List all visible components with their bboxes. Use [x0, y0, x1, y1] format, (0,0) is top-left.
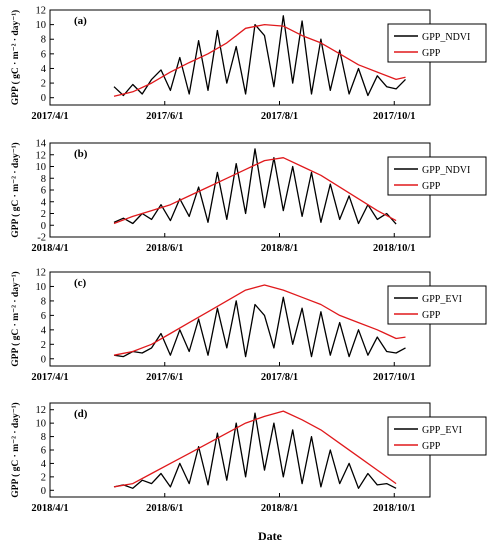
- x-tick-label: 2018/10/1: [373, 503, 416, 514]
- x-tick-label: 2018/4/1: [31, 243, 68, 254]
- x-tick-label: 2017/4/1: [31, 372, 68, 383]
- legend-box: [387, 285, 487, 325]
- legend-label: GPP: [422, 48, 441, 59]
- y-tick-label: 12: [36, 405, 47, 416]
- y-tick-label: 6: [41, 186, 46, 197]
- panel-label: (a): [74, 15, 87, 27]
- y-tick-label: 4: [41, 197, 47, 208]
- chart-panel: 0 2 4 6 8 10 12 2018/4/1 2018/6/1 2018/8/1 2018/10…: [10, 402, 487, 514]
- y-tick-label: 8: [41, 174, 46, 185]
- legend-box: [387, 156, 487, 196]
- y-tick-label: 6: [41, 446, 46, 457]
- y-tick-label: 8: [41, 35, 46, 46]
- x-tick-label: 2018/10/1: [373, 243, 416, 254]
- y-axis-title: GPP ( gC · m⁻² · day⁻¹): [10, 142, 21, 237]
- plot-frame: [49, 402, 431, 498]
- x-tick-label: 2017/8/1: [261, 372, 298, 383]
- series-line-gpp: [113, 157, 397, 225]
- y-tick-label: 4: [41, 325, 47, 336]
- x-tick-label: 2017/6/1: [146, 111, 183, 122]
- y-tick-label: 12: [36, 6, 47, 17]
- x-tick-label: 2018/8/1: [261, 243, 298, 254]
- y-tick-label: 2: [41, 79, 46, 90]
- x-tick-label: 2018/4/1: [31, 503, 68, 514]
- x-tick-label: 2017/6/1: [146, 372, 183, 383]
- y-tick-label: 4: [41, 459, 47, 470]
- y-tick-label: 10: [36, 20, 47, 31]
- y-tick-label: 14: [36, 139, 47, 150]
- y-tick-label: 4: [41, 64, 47, 75]
- legend-label: GPP_NDVI: [422, 32, 470, 43]
- y-tick-label: 6: [41, 311, 46, 322]
- series-line-gpp: [113, 23, 406, 97]
- y-tick-label: 0: [41, 221, 46, 232]
- legend-box: [387, 416, 487, 456]
- y-tick-label: 2: [41, 209, 46, 220]
- y-tick-label: 2: [41, 472, 46, 483]
- x-axis-title: Date: [258, 529, 283, 543]
- series-line-gpp-evi: [113, 296, 406, 358]
- series-line-gpp: [113, 410, 397, 488]
- series-line-gpp-ndvi: [113, 148, 397, 225]
- y-axis-title: GPP ( gC · m⁻² · day⁻¹): [10, 402, 21, 497]
- y-tick-label: 0: [41, 93, 46, 104]
- x-tick-label: 2017/4/1: [31, 111, 68, 122]
- plot-frame: [49, 9, 431, 106]
- legend-label: GPP: [422, 310, 441, 321]
- series-line-gpp: [113, 284, 406, 356]
- panel-label: (d): [74, 408, 88, 420]
- y-tick-label: 2: [41, 340, 46, 351]
- legend-label: GPP: [422, 181, 441, 192]
- y-tick-label: 12: [36, 150, 47, 161]
- y-tick-label: -2: [37, 233, 46, 244]
- panel-label: (b): [74, 148, 88, 160]
- plot-frame: [49, 271, 431, 367]
- y-tick-label: 8: [41, 432, 46, 443]
- x-tick-label: 2018/6/1: [146, 503, 183, 514]
- y-tick-label: 0: [41, 486, 46, 497]
- legend-label: GPP_EVI: [422, 294, 462, 305]
- series-line-gpp-ndvi: [113, 15, 406, 97]
- x-tick-label: 2018/6/1: [146, 243, 183, 254]
- legend-label: GPP: [422, 441, 441, 452]
- panel-label: (c): [74, 277, 87, 289]
- plot-frame: [49, 142, 431, 238]
- legend-box: [387, 23, 487, 63]
- x-tick-label: 2017/10/1: [373, 372, 416, 383]
- y-tick-label: 8: [41, 296, 46, 307]
- y-tick-label: 12: [36, 268, 47, 279]
- y-axis-title: GPP ( gC · m⁻² · day⁻¹): [10, 10, 21, 105]
- y-tick-label: 10: [36, 282, 47, 293]
- x-tick-label: 2018/8/1: [261, 503, 298, 514]
- y-tick-label: 10: [36, 419, 47, 430]
- chart-panel: 0 2 4 6 8 10 12 2017/4/1 2017/6/1 2017/8/1 2017/10…: [10, 268, 487, 383]
- legend-label: GPP_NDVI: [422, 165, 470, 176]
- chart-panel: 0 2 4 6 8 10 12 2017/4/1 2017/6/1 2017/8/1 2017/10…: [10, 6, 487, 122]
- y-axis-title: GPP ( gC · m⁻² · day⁻¹): [10, 271, 21, 366]
- y-tick-label: 0: [41, 354, 46, 365]
- legend-label: GPP_EVI: [422, 425, 462, 436]
- y-tick-label: 6: [41, 49, 46, 60]
- x-tick-label: 2017/10/1: [373, 111, 416, 122]
- x-tick-label: 2017/8/1: [261, 111, 298, 122]
- series-line-gpp-evi: [113, 412, 397, 489]
- y-tick-label: 10: [36, 162, 47, 173]
